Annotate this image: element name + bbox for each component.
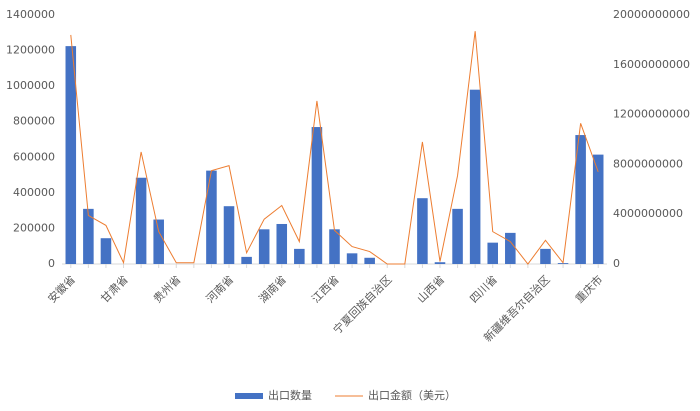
bar — [575, 135, 586, 264]
bar — [100, 238, 112, 264]
bar — [329, 229, 340, 264]
bar — [206, 170, 217, 264]
y2-tick-label: 4000000000 — [613, 207, 683, 220]
bar — [434, 262, 446, 264]
bar — [65, 46, 77, 264]
y-tick-label: 0 — [48, 257, 55, 270]
bar — [153, 219, 164, 264]
bar — [346, 253, 358, 264]
y2-tick-label: 12000000000 — [613, 108, 690, 121]
y2-tick-label: 16000000000 — [613, 58, 690, 71]
legend-label: 出口金额（美元） — [368, 388, 456, 402]
y2-tick-label: 0 — [613, 257, 620, 270]
y-tick-label: 1000000 — [6, 79, 55, 92]
bar — [83, 208, 94, 264]
bar — [311, 127, 323, 264]
bar — [241, 256, 252, 264]
bar — [487, 242, 498, 264]
bar — [135, 177, 147, 264]
y-tick-label: 600000 — [13, 150, 55, 163]
bar — [258, 229, 270, 264]
line — [70, 31, 599, 265]
bar — [540, 248, 551, 264]
bar — [592, 154, 604, 264]
y2-tick-label: 20000000000 — [613, 8, 690, 21]
y-tick-label: 1400000 — [6, 8, 55, 21]
bar — [294, 248, 305, 264]
y2-tick-label: 8000000000 — [613, 157, 683, 170]
bar — [276, 223, 288, 264]
y-tick-label: 1200000 — [6, 44, 55, 57]
y-tick-label: 800000 — [13, 115, 55, 128]
bar — [469, 89, 481, 264]
bar — [505, 232, 516, 264]
y-tick-label: 200000 — [13, 221, 55, 234]
bar — [452, 208, 463, 264]
bar — [364, 257, 375, 264]
bar — [417, 198, 428, 264]
legend-label: 出口数量 — [268, 388, 312, 402]
y-tick-label: 400000 — [13, 186, 55, 199]
bar — [223, 206, 235, 264]
legend-swatch — [235, 393, 263, 399]
